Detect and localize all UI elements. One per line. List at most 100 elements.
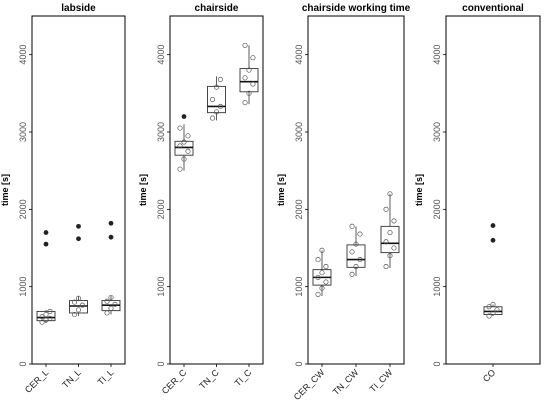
- box-TI_L: [101, 220, 121, 316]
- data-point: [349, 249, 355, 255]
- y-tick-label: 4000: [432, 45, 442, 65]
- y-tick-label: 3000: [18, 122, 28, 142]
- outlier-point: [490, 237, 496, 243]
- data-point: [323, 264, 329, 270]
- outlier-point: [181, 114, 187, 119]
- data-point: [246, 67, 252, 73]
- outlier-point: [76, 236, 81, 242]
- data-point: [213, 109, 220, 115]
- data-point: [213, 84, 220, 90]
- data-point: [353, 241, 359, 247]
- data-point: [181, 156, 187, 162]
- y-tick-label: 1000: [18, 277, 28, 297]
- data-point: [315, 291, 321, 297]
- data-point: [79, 302, 86, 308]
- box-TI_C: [239, 42, 259, 106]
- data-point: [383, 264, 389, 270]
- data-point: [383, 206, 389, 212]
- data-point: [185, 133, 191, 139]
- data-point: [349, 271, 355, 277]
- x-tick-label: CER_CW: [292, 367, 327, 402]
- data-point: [387, 253, 393, 259]
- data-point: [319, 270, 325, 276]
- box-iqr: [346, 244, 366, 268]
- y-axis-label: time [s]: [414, 174, 424, 206]
- y-tick-label: 2000: [432, 199, 442, 219]
- y-axis-label: time [s]: [0, 174, 10, 206]
- box-TN_CW: [346, 223, 366, 277]
- data-point: [387, 191, 393, 197]
- y-tick-label: 1000: [294, 277, 304, 297]
- data-point: [217, 76, 224, 82]
- y-axis-label: time [s]: [276, 174, 286, 206]
- data-point: [486, 304, 492, 310]
- data-point: [242, 42, 248, 48]
- y-tick-label: 2000: [156, 199, 166, 219]
- x-tick-label: TN_CW: [331, 367, 361, 397]
- data-point: [250, 55, 256, 61]
- data-point: [387, 229, 393, 236]
- data-point: [319, 247, 325, 253]
- data-point: [353, 264, 359, 270]
- data-point: [108, 294, 114, 301]
- box-CO: [483, 223, 503, 319]
- data-point: [383, 239, 389, 245]
- data-point: [242, 75, 248, 81]
- data-point: [181, 139, 187, 145]
- data-point: [47, 315, 53, 321]
- data-point: [209, 115, 216, 121]
- box-TN_C: [207, 76, 226, 121]
- data-point: [177, 166, 183, 172]
- x-tick-label: CO: [481, 367, 498, 384]
- data-point: [75, 307, 82, 313]
- data-point: [391, 218, 397, 224]
- data-point: [43, 311, 49, 318]
- data-point: [486, 313, 492, 319]
- data-point: [112, 301, 118, 308]
- data-point: [217, 103, 224, 110]
- y-tick-label: 3000: [432, 122, 442, 142]
- y-tick-label: 1000: [156, 277, 166, 297]
- data-point: [357, 257, 363, 263]
- data-point: [391, 245, 397, 251]
- x-tick-label: TN_L: [60, 367, 83, 390]
- y-axis-label: time [s]: [138, 174, 148, 206]
- box-CER_L: [36, 230, 56, 325]
- data-point: [494, 307, 500, 313]
- data-point: [357, 231, 363, 237]
- x-tick-label: CER_L: [23, 367, 51, 395]
- data-point: [39, 319, 45, 325]
- y-tick-label: 0: [156, 361, 166, 366]
- data-point: [490, 301, 496, 308]
- data-point: [185, 148, 191, 154]
- panel-0: labside time [s] 0 1000 2000 3000 4000 CER_L TN_…: [0, 3, 126, 395]
- x-tick-label: TN_C: [197, 367, 221, 391]
- y-tick-label: 0: [294, 361, 304, 366]
- data-point: [39, 314, 45, 320]
- panel-title: conventional: [462, 3, 524, 14]
- data-point: [104, 310, 110, 316]
- data-point: [315, 274, 321, 280]
- y-tick-label: 2000: [18, 199, 28, 219]
- data-point: [177, 125, 183, 131]
- box-TN_L: [69, 223, 88, 318]
- data-point: [71, 299, 78, 305]
- outlier-point: [108, 220, 114, 226]
- data-point: [177, 143, 183, 149]
- y-tick-label: 2000: [294, 199, 304, 219]
- y-tick-label: 4000: [18, 45, 28, 65]
- outlier-point: [490, 223, 496, 228]
- panel-title: chairside: [195, 3, 239, 14]
- panel-3: conventional time [s] 0 1000 2000 3000 4000 CO: [414, 3, 541, 384]
- panel-1: chairside time [s] 0 1000 2000 3000 4000 CER_C T…: [138, 3, 264, 396]
- box-iqr: [36, 310, 56, 322]
- panel-frame: [307, 15, 405, 365]
- data-point: [242, 100, 248, 106]
- data-point: [315, 257, 321, 263]
- x-tick-label: TI_CW: [368, 367, 395, 394]
- y-tick-label: 3000: [294, 122, 304, 142]
- x-tick-label: TI_L: [96, 367, 116, 387]
- x-tick-label: CER_C: [160, 367, 189, 396]
- data-point: [319, 285, 325, 291]
